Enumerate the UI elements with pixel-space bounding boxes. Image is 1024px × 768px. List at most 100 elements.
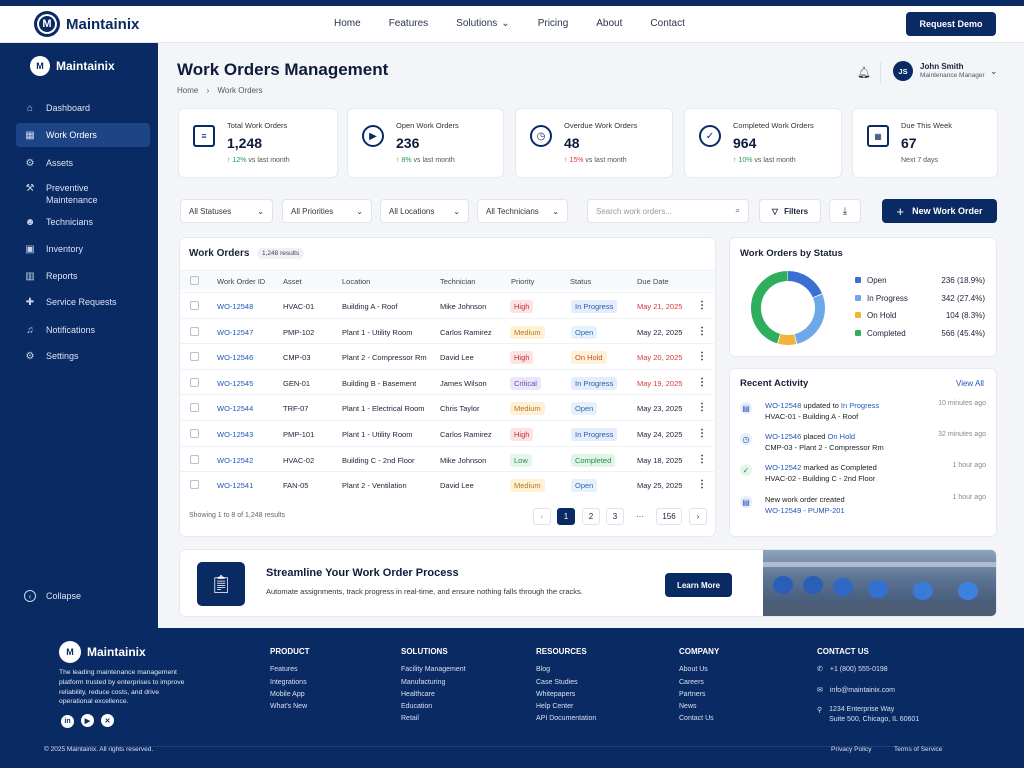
row-checkbox[interactable] — [190, 480, 199, 490]
more-options-icon[interactable]: ⋮ — [697, 402, 707, 414]
page-button-156[interactable]: 156 — [656, 508, 682, 525]
table-row[interactable]: WO-12541 FAN-05 Plant 2 - Ventilation David… — [180, 471, 714, 497]
learn-more-button[interactable]: Learn More — [665, 573, 732, 597]
sidebar-logo[interactable]: M Maintainix — [30, 56, 115, 76]
work-order-id-link[interactable]: WO-12543 — [217, 430, 254, 439]
activity-status-link[interactable]: In Progress — [840, 401, 880, 410]
nav-solutions[interactable]: Solutions ⌄ — [456, 18, 510, 29]
download-button[interactable]: ⤓ — [829, 199, 861, 223]
footer-link[interactable]: API Documentation — [536, 715, 597, 723]
footer-link[interactable]: Contact Us — [679, 715, 714, 723]
priority-filter-select[interactable]: All Priorities ⌄ — [282, 199, 372, 223]
page-button-3[interactable]: 3 — [606, 508, 624, 525]
work-order-id-link[interactable]: WO-12547 — [217, 327, 254, 337]
sidebar-item-work-orders[interactable]: ▦ Work Orders — [16, 123, 150, 147]
sidebar-item-assets[interactable]: ⚙ Assets — [16, 151, 150, 175]
footer-link[interactable]: Manufacturing — [401, 678, 446, 686]
more-options-icon[interactable]: ⋮ — [697, 325, 707, 337]
row-checkbox[interactable] — [190, 429, 199, 438]
donut-slice-on-hold[interactable] — [751, 271, 825, 345]
footer-logo[interactable]: M Maintainix — [59, 641, 146, 663]
footer-link[interactable]: Features — [270, 666, 298, 674]
activity-status-link[interactable]: On Hold — [827, 432, 856, 441]
col-header-location[interactable]: Location — [342, 277, 371, 286]
activity-wo-link[interactable]: WO-12546 — [765, 432, 802, 441]
avatar[interactable]: JS — [893, 61, 913, 81]
col-header-status[interactable]: Status — [570, 277, 592, 286]
search-input[interactable]: Search work orders... ⌕ — [587, 199, 749, 223]
work-order-id-link[interactable]: WO-12544 — [217, 404, 254, 414]
donut-slice-completed[interactable] — [751, 271, 825, 345]
top-logo[interactable]: M Maintainix — [34, 11, 139, 37]
col-header-priority[interactable]: Priority — [511, 277, 535, 286]
table-row[interactable]: WO-12547 PMP-102 Plant 1 - Utility Room Car… — [180, 317, 714, 344]
sidebar-item-dashboard[interactable]: ⌂ Dashboard — [16, 96, 150, 120]
more-options-icon[interactable]: ⋮ — [697, 376, 707, 388]
prev-page-button[interactable]: ‹ — [533, 508, 551, 525]
work-order-id-link[interactable]: WO-12546 — [217, 353, 254, 363]
work-order-id-link[interactable]: WO-12542 — [217, 455, 254, 465]
footer-link[interactable]: Help Center — [536, 703, 574, 711]
footer-link[interactable]: Careers — [679, 678, 704, 686]
footer-link[interactable]: Integrations — [270, 678, 307, 686]
footer-phone[interactable]: ✆ +1 (800) 555-0198 — [817, 664, 919, 676]
donut-slice-open[interactable] — [751, 271, 825, 345]
user-name[interactable]: John Smith — [920, 62, 964, 71]
more-options-icon[interactable]: ⋮ — [697, 479, 707, 491]
row-checkbox[interactable] — [190, 403, 199, 413]
chevron-down-icon[interactable]: ⌄ — [990, 66, 998, 76]
footer-link[interactable]: What's New — [270, 703, 308, 711]
sidebar-item-preventive-maintenance[interactable]: ⚒ Preventive Maintenance — [16, 182, 150, 210]
breadcrumb-home[interactable]: Home — [177, 86, 199, 95]
page-button-1[interactable]: 1 — [557, 508, 575, 525]
col-header-technician[interactable]: Technician — [440, 277, 476, 286]
more-options-icon[interactable]: ⋮ — [697, 428, 707, 439]
bell-icon[interactable]: 🔔︎ — [857, 67, 871, 79]
footer-link[interactable]: Partners — [679, 690, 706, 698]
row-checkbox[interactable] — [190, 326, 199, 336]
sidebar-item-settings[interactable]: ⚙ Settings — [16, 344, 150, 368]
row-checkbox[interactable] — [190, 352, 199, 362]
footer-link[interactable]: Whitepapers — [536, 690, 576, 698]
table-row[interactable]: WO-12546 CMP-03 Plant 2 - Compressor Rm Dav… — [180, 343, 714, 369]
activity-wo-link[interactable]: WO-12549 - PUMP-201 — [765, 506, 845, 515]
footer-email[interactable]: ✉ info@maintainix.com — [817, 685, 919, 697]
select-all-checkbox[interactable] — [190, 276, 199, 285]
sidebar-item-inventory[interactable]: ▣ Inventory — [16, 237, 150, 261]
next-page-button[interactable]: › — [689, 508, 707, 525]
status-filter-select[interactable]: All Statuses ⌄ — [180, 199, 273, 223]
request-demo-button[interactable]: Request Demo — [906, 12, 996, 36]
work-order-id-link[interactable]: WO-12548 — [217, 302, 254, 311]
nav-home[interactable]: Home — [334, 18, 361, 29]
sidebar-item-reports[interactable]: ▥ Reports — [16, 264, 150, 288]
nav-contact[interactable]: Contact — [650, 18, 685, 29]
page-button-2[interactable]: 2 — [582, 508, 600, 525]
row-checkbox[interactable] — [190, 301, 199, 310]
sidebar-item-notifications[interactable]: ♫ Notifications — [16, 318, 150, 342]
location-filter-select[interactable]: All Locations ⌄ — [380, 199, 469, 223]
footer-link[interactable]: Blog — [536, 666, 551, 674]
nav-pricing[interactable]: Pricing — [537, 18, 569, 29]
footer-link[interactable]: Healthcare — [401, 690, 435, 698]
x-twitter-icon[interactable]: ✕ — [101, 714, 114, 727]
work-order-id-link[interactable]: WO-12545 — [217, 378, 254, 388]
sidebar-item-technicians[interactable]: ☻ Technicians — [16, 210, 150, 234]
privacy-link[interactable]: Privacy Policy — [831, 746, 872, 753]
table-row[interactable]: WO-12548 HVAC-01 Building A - Roof Mike Joh… — [180, 292, 714, 318]
activity-wo-link[interactable]: WO-12542 — [765, 463, 802, 472]
table-row[interactable]: WO-12545 GEN-01 Building B - Basement James… — [180, 368, 714, 395]
row-checkbox[interactable] — [190, 454, 199, 464]
work-order-id-link[interactable]: WO-12541 — [217, 481, 254, 491]
view-all-link[interactable]: View All — [956, 379, 984, 388]
row-checkbox[interactable] — [190, 377, 199, 387]
col-header-due-date[interactable]: Due Date — [637, 277, 669, 286]
donut-slice-in-progress[interactable] — [751, 271, 825, 345]
col-header-id[interactable]: Work Order ID — [217, 277, 266, 286]
footer-link[interactable]: Facility Management — [401, 666, 466, 674]
footer-link[interactable]: Case Studies — [536, 678, 578, 686]
more-options-icon[interactable]: ⋮ — [697, 351, 707, 363]
technician-filter-select[interactable]: All Technicians ⌄ — [477, 199, 568, 223]
more-options-icon[interactable]: ⋮ — [697, 300, 707, 311]
table-row[interactable]: WO-12544 TRF-07 Plant 1 - Electrical Room C… — [180, 394, 714, 420]
footer-link[interactable]: Retail — [401, 715, 419, 723]
